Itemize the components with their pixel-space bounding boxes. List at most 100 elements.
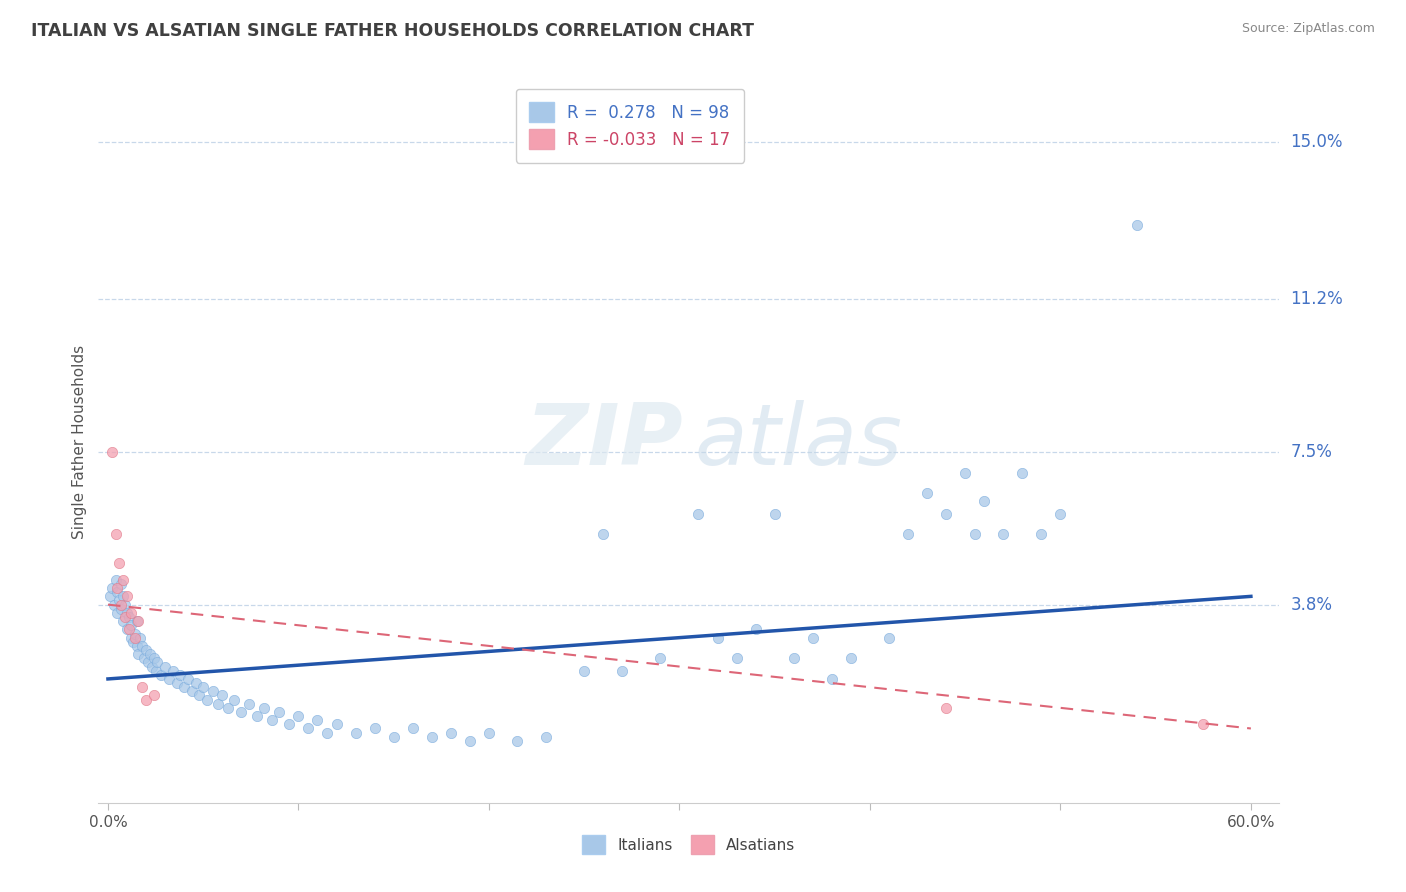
Point [142,651,165,665]
Point [108,557,131,571]
Point [478,725,501,739]
Point [1163,12,1185,26]
Point [307,713,329,727]
Point [572,664,595,678]
Point [100,581,122,595]
Point [104,573,127,587]
Point [125,614,148,628]
Point [993,527,1015,541]
Point [120,618,142,632]
Point [420,730,443,744]
Point [131,680,153,694]
Point [112,573,135,587]
Text: 15.0%: 15.0% [1291,133,1343,152]
Point [100,445,122,459]
Point [112,614,135,628]
Point [118,610,141,624]
Point [973,494,995,508]
Point [120,631,142,645]
Point [131,639,153,653]
Point [124,631,146,645]
Point [915,486,938,500]
Point [184,676,207,690]
Point [344,725,367,739]
Point [134,651,156,665]
Point [363,722,385,736]
Point [110,577,132,591]
Point [157,672,180,686]
Text: 11.2%: 11.2% [1291,290,1343,308]
Point [115,606,138,620]
Point [108,593,131,607]
Point [112,590,135,604]
Point [592,527,614,541]
Point [145,664,167,678]
Point [506,734,529,748]
Point [124,626,146,640]
Point [195,692,218,706]
Point [173,680,195,694]
Point [217,701,239,715]
Point [139,647,162,661]
Point [141,659,163,673]
Point [402,722,425,736]
Text: atlas: atlas [695,400,903,483]
Point [104,527,127,541]
Point [110,598,132,612]
Point [107,606,129,620]
Point [763,507,786,521]
Point [146,656,169,670]
Point [897,527,920,541]
Point [245,709,267,723]
Point [98,590,121,604]
Point [725,651,748,665]
Text: Source: ZipAtlas.com: Source: ZipAtlas.com [1241,22,1375,36]
Point [1031,527,1053,541]
Point [325,717,347,731]
Point [963,527,986,541]
Point [135,692,157,706]
Point [1049,507,1071,521]
Point [821,672,844,686]
Point [277,717,299,731]
Point [114,610,136,624]
Point [107,581,129,595]
Point [127,614,149,628]
Point [783,651,806,665]
Text: ZIP: ZIP [526,400,683,483]
Point [180,684,202,698]
Point [1192,717,1215,731]
Point [953,466,976,480]
Point [650,651,672,665]
Point [222,692,245,706]
Text: 3.8%: 3.8% [1291,596,1333,614]
Point [135,643,157,657]
Point [188,689,211,703]
Point [207,697,229,711]
Y-axis label: Single Father Households: Single Father Households [72,344,87,539]
Point [440,725,463,739]
Point [127,647,149,661]
Point [162,664,184,678]
Point [115,590,138,604]
Point [142,689,165,703]
Point [253,701,276,715]
Point [534,730,557,744]
Point [177,672,200,686]
Point [129,631,152,645]
Point [121,634,143,648]
Point [877,631,900,645]
Point [612,664,634,678]
Point [114,598,136,612]
Point [935,507,957,521]
Point [316,725,339,739]
Point [211,689,233,703]
Point [935,701,957,715]
Point [688,507,710,521]
Point [1011,466,1033,480]
Point [297,722,319,736]
Point [238,697,260,711]
Point [150,668,173,682]
Point [801,631,824,645]
Point [706,631,728,645]
